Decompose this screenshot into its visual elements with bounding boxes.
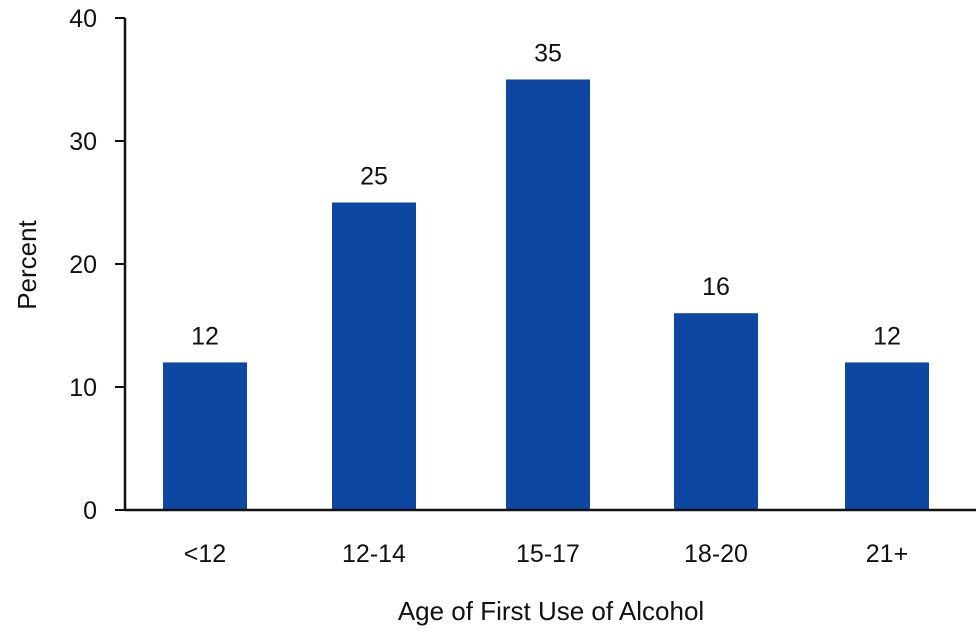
y-tick-label: 20 xyxy=(69,251,97,279)
y-tick-label: 10 xyxy=(69,374,97,402)
y-tick-label: 40 xyxy=(69,5,97,33)
x-tick-label: 18-20 xyxy=(684,540,748,568)
x-tick-label: 12-14 xyxy=(342,540,406,568)
x-tick-label: 21+ xyxy=(866,540,908,568)
y-axis-ticks: 0 10 20 30 40 xyxy=(69,5,125,525)
bar-value-label: 35 xyxy=(534,40,562,68)
x-tick-label: 15-17 xyxy=(516,540,580,568)
bar xyxy=(506,79,590,510)
y-tick-label: 0 xyxy=(83,497,97,525)
y-tick-label: 30 xyxy=(69,128,97,156)
x-tick-label: <12 xyxy=(184,540,226,568)
bar xyxy=(332,202,416,510)
bar-value-label: 16 xyxy=(702,273,730,301)
bar-value-label: 12 xyxy=(873,322,901,350)
bar xyxy=(674,313,758,510)
x-axis-ticks: <12 12-14 15-17 18-20 21+ xyxy=(184,540,908,568)
bar-value-label: 25 xyxy=(360,163,388,191)
bar-value-label: 12 xyxy=(191,322,219,350)
bars xyxy=(163,79,929,510)
y-axis-title: Percent xyxy=(12,219,42,309)
bar xyxy=(163,362,247,510)
data-labels: 12 25 35 16 12 xyxy=(191,40,901,351)
x-axis-title: Age of First Use of Alcohol xyxy=(398,596,704,626)
bar xyxy=(845,362,929,510)
